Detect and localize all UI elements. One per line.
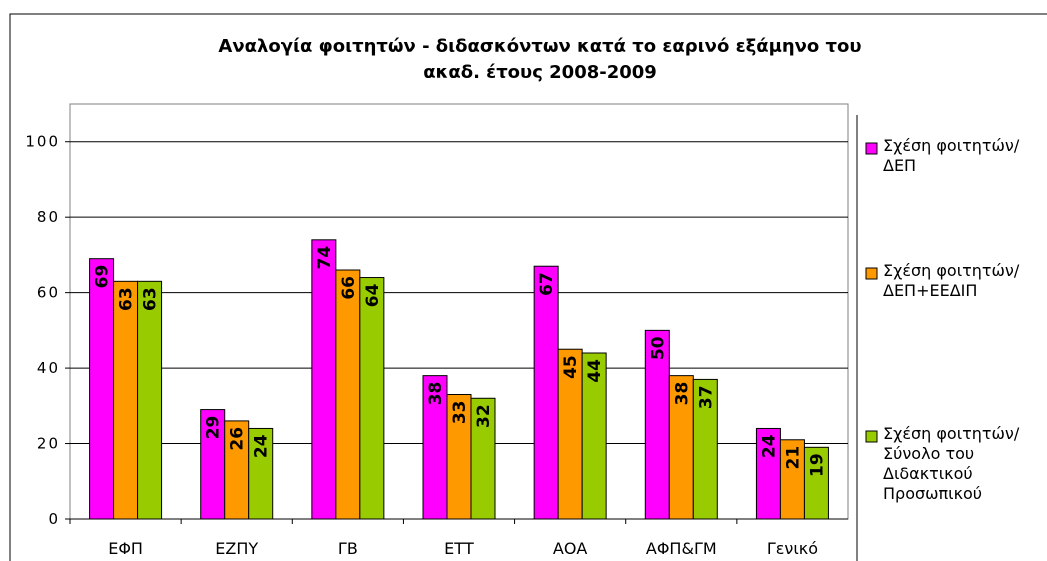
bar <box>557 348 583 520</box>
data-label: 45 <box>561 355 581 379</box>
data-label: 33 <box>450 401 470 425</box>
data-label: 69 <box>93 265 113 289</box>
bar <box>335 269 361 520</box>
bar <box>137 280 163 520</box>
x-tick-label: ΕΤΤ <box>444 539 474 558</box>
bar <box>581 352 607 520</box>
data-label: 24 <box>759 434 779 458</box>
x-tick-label: Γενικό <box>767 539 818 558</box>
y-tick-label: 80 <box>37 208 60 226</box>
data-label: 63 <box>117 287 137 311</box>
x-tick-label: ΕΖΠΥ <box>215 539 258 558</box>
y-tick-label: 0 <box>48 510 60 528</box>
legend-label: Σχέση φοιτητών/ ΔΕΠ+ΕΕΔΙΠ <box>883 261 1020 300</box>
data-label: 37 <box>696 385 716 409</box>
bar <box>803 446 829 520</box>
data-label: 26 <box>228 427 248 451</box>
bar <box>668 375 694 520</box>
data-label: 74 <box>315 246 335 270</box>
legend-swatch <box>865 430 878 443</box>
bar <box>422 375 448 520</box>
data-label: 38 <box>672 382 692 406</box>
legend-swatch <box>865 267 878 280</box>
bar <box>224 420 250 520</box>
data-label: 32 <box>474 404 494 428</box>
y-tick-label: 60 <box>37 284 60 302</box>
data-label: 63 <box>141 287 161 311</box>
data-label: 50 <box>648 336 668 360</box>
y-tick-label: 20 <box>37 435 60 453</box>
data-label: 66 <box>339 276 359 300</box>
legend-entry: Σχέση φοιτητών/ ΔΕΠ+ΕΕΔΙΠ <box>883 261 1020 300</box>
bar <box>200 409 226 520</box>
y-tick-label: 40 <box>37 359 60 377</box>
x-tick-label: ΕΦΠ <box>108 539 143 558</box>
data-label: 21 <box>783 446 803 470</box>
chart-title: ακαδ. έτους 2008-2009 <box>423 62 657 83</box>
data-label: 38 <box>426 382 446 406</box>
chart-title: Αναλογία φοιτητών - διδασκόντων κατά το … <box>218 36 861 57</box>
x-tick-label: ΑΟΑ <box>553 539 588 558</box>
legend-entry: Σχέση φοιτητών/ Σύνολο του Διδακτικού Πρ… <box>883 424 1020 503</box>
data-label: 24 <box>252 434 272 458</box>
bar <box>311 239 337 520</box>
bar <box>89 258 115 520</box>
legend-label: Σχέση φοιτητών/ ΔΕΠ <box>883 136 1020 175</box>
bar <box>692 378 718 520</box>
y-tick-label: 100 <box>25 133 60 151</box>
bar <box>533 265 559 520</box>
legend-label: Σχέση φοιτητών/ Σύνολο του Διδακτικού Πρ… <box>883 424 1020 503</box>
bar <box>248 427 274 520</box>
x-tick-label: ΑΦΠ&ΓΜ <box>646 539 717 558</box>
bar <box>359 277 385 520</box>
legend-swatch <box>865 142 878 155</box>
data-label: 29 <box>204 416 224 440</box>
bar <box>113 280 139 520</box>
data-label: 67 <box>537 272 557 296</box>
bar <box>644 329 670 520</box>
data-label: 44 <box>585 359 605 383</box>
data-label: 64 <box>363 283 383 307</box>
legend-entry: Σχέση φοιτητών/ ΔΕΠ <box>883 136 1020 175</box>
bar <box>470 397 496 520</box>
data-label: 19 <box>807 453 827 477</box>
x-tick-label: ΓΒ <box>338 539 358 558</box>
